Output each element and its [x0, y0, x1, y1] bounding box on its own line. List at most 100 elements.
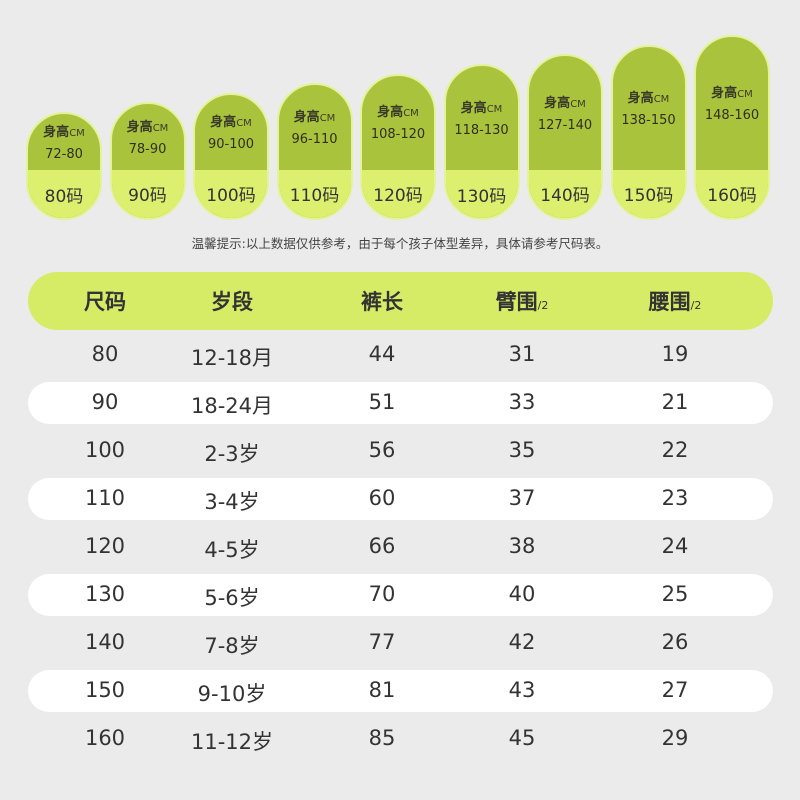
height-range: 96-110 — [291, 132, 338, 148]
table-cell: 120 — [84, 534, 126, 558]
size-label: 80码 — [28, 170, 100, 218]
table-cell: 23 — [661, 486, 689, 510]
table-cell: 33 — [508, 390, 536, 414]
table-cell: 27 — [661, 678, 689, 702]
size-label: 120码 — [362, 169, 434, 218]
size-label: 130码 — [445, 170, 518, 218]
height-unit: CM — [570, 98, 586, 110]
height-label: 身高CM — [43, 123, 85, 144]
table-cell: 140 — [84, 630, 126, 654]
height-range: 78-90 — [128, 141, 167, 157]
row-band — [28, 574, 773, 616]
table-cell: 81 — [368, 678, 396, 702]
height-label: 身高CM — [461, 99, 503, 120]
pill-top: 身高CM 118-130 — [446, 66, 518, 170]
table-cell: 35 — [508, 438, 536, 462]
table-cell: 85 — [368, 726, 396, 750]
table-cell: 70 — [368, 582, 396, 606]
height-label-text: 身高 — [627, 90, 654, 106]
pill-top: 身高CM 148-160 — [696, 37, 768, 170]
table-cell: 18-24月 — [190, 394, 274, 418]
height-range: 118-130 — [454, 122, 509, 138]
table-cell: 77 — [368, 630, 396, 654]
height-unit: CM — [236, 117, 252, 129]
size-pill: 身高CM 118-130 130码 — [443, 64, 520, 220]
header-text: 尺码 — [84, 290, 126, 314]
header-cell: 尺码 — [25, 286, 185, 316]
header-cell: 裤长 — [302, 286, 462, 316]
height-unit: CM — [737, 89, 753, 101]
pill-top: 身高CM 72-80 — [28, 114, 100, 170]
table-cell: 25 — [661, 582, 689, 606]
table-cell: 3-4岁 — [204, 490, 260, 514]
size-label: 150码 — [612, 169, 685, 218]
size-pill: 身高CM 148-160 160码 — [694, 35, 770, 220]
header-text: 裤长 — [361, 290, 403, 314]
header-cell: 臂围/2 — [442, 286, 602, 316]
size-pill: 身高CM 90-100 100码 — [193, 92, 269, 220]
height-label: 身高CM — [294, 108, 336, 129]
table-cell: 160 — [84, 726, 126, 750]
table-cell: 5-6岁 — [204, 586, 260, 610]
height-unit: CM — [152, 122, 169, 134]
pill-top: 身高CM 96-110 — [279, 85, 351, 170]
row-band — [28, 478, 773, 520]
table-cell: 24 — [661, 534, 689, 558]
table-cell: 31 — [508, 342, 536, 366]
table-cell: 9-10岁 — [197, 682, 267, 706]
height-range: 127-140 — [537, 117, 593, 133]
size-pill: 身高CM 108-120 120码 — [360, 73, 436, 220]
table-cell: 60 — [368, 486, 396, 510]
height-label: 身高CM — [127, 118, 169, 139]
height-unit: CM — [486, 103, 503, 115]
size-pill: 身高CM 127-140 140码 — [527, 54, 603, 220]
height-unit: CM — [69, 127, 85, 139]
table-cell: 37 — [508, 486, 536, 510]
height-label-text: 身高 — [126, 119, 153, 135]
header-sub: /2 — [690, 299, 702, 312]
size-label: 160码 — [696, 169, 768, 218]
table-cell: 22 — [661, 438, 689, 462]
table-cell: 43 — [508, 678, 536, 702]
size-pill: 身高CM 138-150 150码 — [610, 44, 687, 220]
note: 温馨提示:以上数据仅供参考，由于每个孩子体型差异，具体请参考尺码表。 — [191, 236, 609, 251]
table-cell: 2-3岁 — [204, 442, 260, 466]
pill-top: 身高CM 90-100 — [195, 95, 267, 170]
height-range: 138-150 — [621, 112, 676, 128]
table-cell: 12-18月 — [190, 346, 274, 370]
table-cell: 80 — [91, 342, 119, 366]
header-text: 岁段 — [211, 290, 253, 314]
header-band — [28, 272, 773, 330]
height-label-text: 身高 — [210, 114, 237, 130]
table-cell: 100 — [84, 438, 126, 462]
height-range: 108-120 — [370, 127, 426, 143]
row-band — [28, 382, 773, 424]
table-cell: 7-8岁 — [204, 634, 260, 658]
table-cell: 4-5岁 — [204, 538, 260, 562]
table-cell: 45 — [508, 726, 536, 750]
header-cell: 腰围/2 — [595, 286, 755, 316]
table-cell: 38 — [508, 534, 536, 558]
height-label: 身高CM — [711, 84, 753, 105]
height-unit: CM — [319, 113, 336, 125]
table-cell: 19 — [661, 342, 689, 366]
table-cell: 26 — [661, 630, 689, 654]
table-cell: 51 — [368, 390, 396, 414]
height-range: 72-80 — [45, 146, 83, 162]
table-cell: 150 — [84, 678, 126, 702]
header-cell: 岁段 — [152, 286, 312, 316]
pill-top: 身高CM 127-140 — [529, 56, 601, 170]
header-text: 腰围 — [648, 290, 691, 314]
table-cell: 110 — [84, 486, 126, 510]
table-cell: 90 — [91, 390, 119, 414]
table-cell: 56 — [368, 438, 396, 462]
table-cell: 42 — [508, 630, 536, 654]
size-pill: 身高CM 72-80 80码 — [26, 112, 102, 220]
pill-top: 身高CM 78-90 — [112, 104, 184, 170]
table-cell: 40 — [508, 582, 536, 606]
height-label: 身高CM — [210, 113, 252, 134]
header-text: 臂围 — [495, 290, 538, 314]
pill-top: 身高CM 138-150 — [613, 47, 685, 170]
height-range: 148-160 — [704, 108, 760, 124]
